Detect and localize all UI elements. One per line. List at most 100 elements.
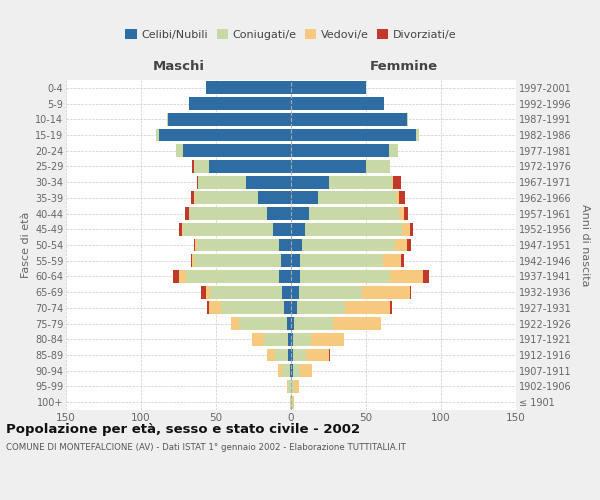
Bar xyxy=(318,192,396,204)
Bar xyxy=(287,317,291,330)
Bar xyxy=(402,223,409,235)
Bar xyxy=(291,317,294,330)
Bar xyxy=(267,207,291,220)
Bar xyxy=(258,192,291,204)
Bar xyxy=(287,380,288,393)
Bar xyxy=(168,113,291,126)
Bar xyxy=(252,333,264,345)
Bar xyxy=(291,207,309,220)
Bar xyxy=(401,254,404,267)
Bar xyxy=(290,396,291,408)
Bar xyxy=(291,144,389,157)
Y-axis label: Fasce di età: Fasce di età xyxy=(20,212,31,278)
Bar xyxy=(294,317,333,330)
Bar xyxy=(297,302,345,314)
Bar xyxy=(345,302,390,314)
Text: Femmine: Femmine xyxy=(370,60,437,74)
Bar xyxy=(195,192,258,204)
Bar xyxy=(179,223,182,235)
Bar xyxy=(209,302,221,314)
Bar xyxy=(291,270,300,283)
Bar xyxy=(395,238,407,252)
Bar xyxy=(189,97,291,110)
Bar xyxy=(293,364,300,377)
Text: COMUNE DI MONTEFALCIONE (AV) - Dati ISTAT 1° gennaio 2002 - Elaborazione TUTTITA: COMUNE DI MONTEFALCIONE (AV) - Dati ISTA… xyxy=(6,442,406,452)
Bar xyxy=(407,238,411,252)
Bar xyxy=(390,270,423,283)
Bar xyxy=(185,207,189,220)
Bar xyxy=(423,270,429,283)
Bar xyxy=(361,286,409,298)
Bar xyxy=(182,223,183,235)
Legend: Celibi/Nubili, Coniugati/e, Vedovi/e, Divorziati/e: Celibi/Nubili, Coniugati/e, Vedovi/e, Di… xyxy=(122,26,460,44)
Bar xyxy=(291,348,293,362)
Y-axis label: Anni di nascita: Anni di nascita xyxy=(580,204,590,286)
Bar xyxy=(197,238,279,252)
Bar xyxy=(309,207,399,220)
Bar xyxy=(205,286,210,298)
Bar xyxy=(404,207,408,220)
Bar xyxy=(329,348,330,362)
Bar xyxy=(291,128,415,141)
Text: Popolazione per età, sesso e stato civile - 2002: Popolazione per età, sesso e stato civil… xyxy=(6,422,360,436)
Bar xyxy=(392,176,393,188)
Bar xyxy=(291,113,407,126)
Bar xyxy=(167,113,168,126)
Bar xyxy=(299,286,361,298)
Bar xyxy=(291,302,297,314)
Bar xyxy=(275,348,288,362)
Bar xyxy=(293,333,311,345)
Bar xyxy=(383,254,401,267)
Bar xyxy=(201,286,205,298)
Bar xyxy=(159,128,291,141)
Bar xyxy=(279,238,291,252)
Bar xyxy=(300,254,383,267)
Bar xyxy=(195,238,197,252)
Bar xyxy=(300,364,312,377)
Bar xyxy=(333,317,381,330)
Bar xyxy=(210,286,282,298)
Bar xyxy=(291,223,305,235)
Bar xyxy=(291,97,384,110)
Bar xyxy=(291,176,329,188)
Bar xyxy=(192,160,193,173)
Bar xyxy=(407,113,408,126)
Bar xyxy=(288,333,291,345)
Bar xyxy=(399,192,405,204)
Bar xyxy=(290,364,291,377)
Bar xyxy=(191,192,193,204)
Bar xyxy=(156,128,159,141)
Bar xyxy=(293,396,294,408)
Bar xyxy=(396,192,399,204)
Text: Maschi: Maschi xyxy=(152,60,205,74)
Bar xyxy=(231,317,239,330)
Bar xyxy=(305,223,402,235)
Bar xyxy=(267,348,275,362)
Bar xyxy=(193,192,195,204)
Bar xyxy=(183,144,291,157)
Bar xyxy=(291,82,366,94)
Bar xyxy=(294,380,299,393)
Bar xyxy=(393,176,401,188)
Bar xyxy=(176,144,183,157)
Bar xyxy=(198,176,246,188)
Bar xyxy=(291,238,302,252)
Bar xyxy=(209,160,291,173)
Bar xyxy=(291,380,294,393)
Bar xyxy=(281,254,291,267)
Bar xyxy=(288,348,291,362)
Bar xyxy=(409,286,411,298)
Bar xyxy=(246,176,291,188)
Bar xyxy=(193,160,209,173)
Bar xyxy=(192,254,193,267)
Bar xyxy=(284,302,291,314)
Bar xyxy=(399,207,404,220)
Bar xyxy=(221,302,284,314)
Bar xyxy=(197,176,198,188)
Bar xyxy=(193,238,195,252)
Bar xyxy=(311,333,343,345)
Bar xyxy=(293,348,306,362)
Bar xyxy=(288,380,291,393)
Bar xyxy=(390,302,392,314)
Bar xyxy=(207,302,209,314)
